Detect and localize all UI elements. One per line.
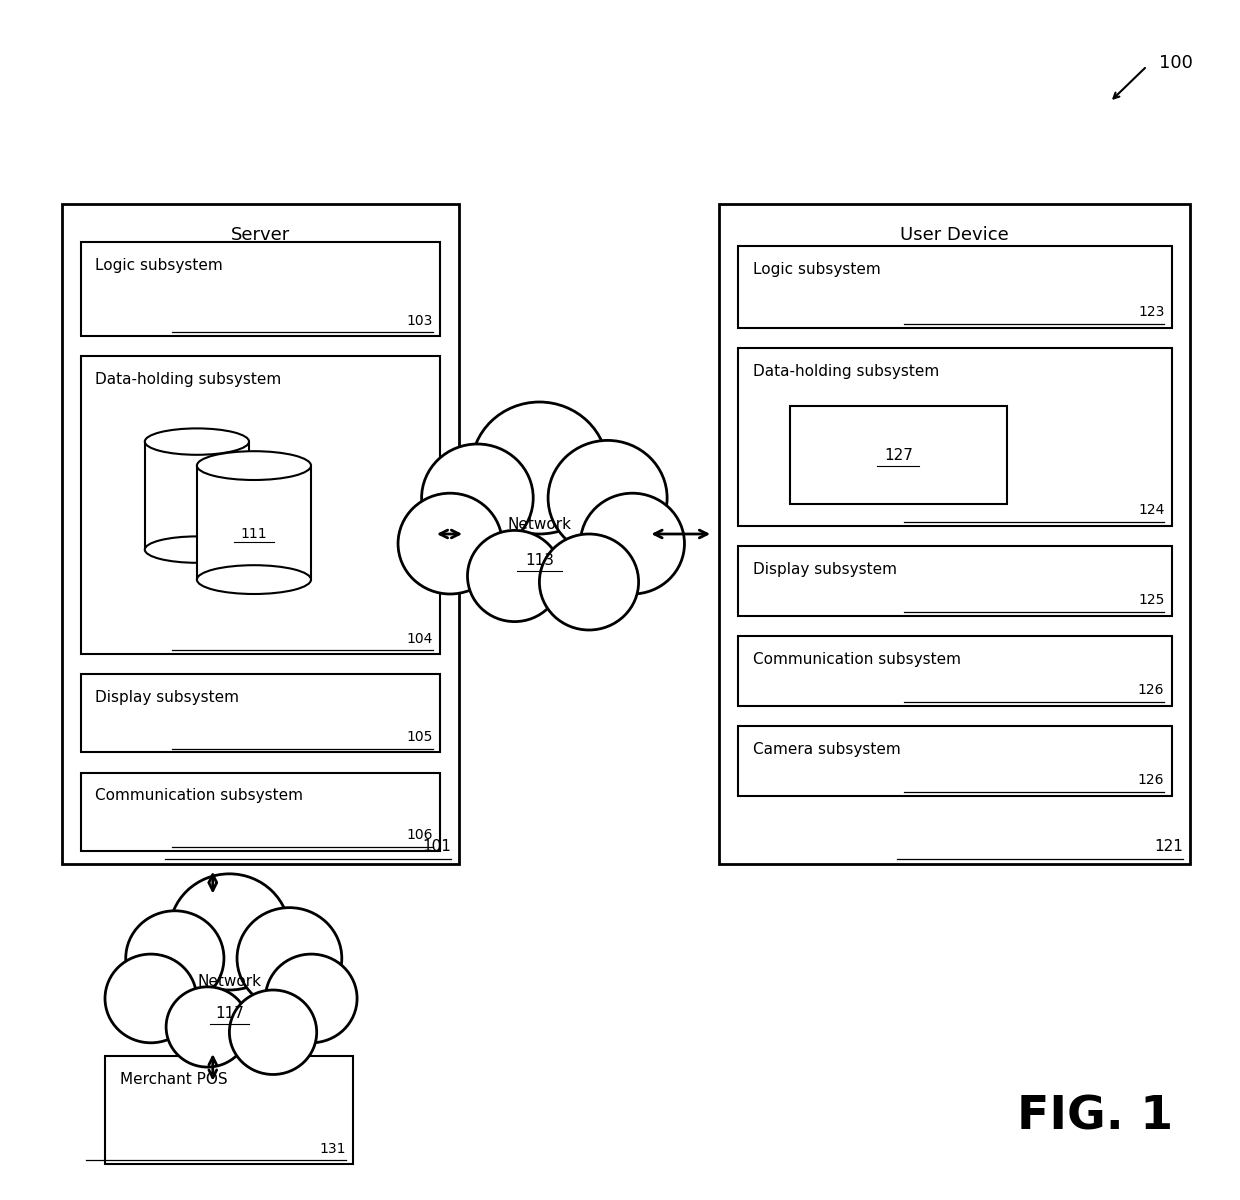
Text: User Device: User Device <box>900 226 1009 244</box>
Bar <box>790 407 1007 504</box>
Text: 126: 126 <box>1138 773 1164 787</box>
Text: 117: 117 <box>215 1007 244 1021</box>
Circle shape <box>580 493 684 594</box>
Bar <box>145 442 249 550</box>
Bar <box>81 674 440 752</box>
Text: Network: Network <box>507 517 572 532</box>
Text: 101: 101 <box>423 840 451 854</box>
Text: 100: 100 <box>1159 54 1193 72</box>
Bar <box>738 348 1172 526</box>
Circle shape <box>125 911 224 1006</box>
Circle shape <box>237 907 342 1009</box>
Bar <box>81 773 440 851</box>
Text: 123: 123 <box>1138 305 1164 319</box>
Text: 124: 124 <box>1138 503 1164 517</box>
Circle shape <box>229 990 316 1074</box>
Bar <box>719 204 1190 864</box>
Text: 111: 111 <box>241 527 268 541</box>
Bar <box>62 204 459 864</box>
Text: Communication subsystem: Communication subsystem <box>753 652 961 667</box>
Ellipse shape <box>145 428 249 455</box>
Bar <box>81 242 440 336</box>
Text: Communication subsystem: Communication subsystem <box>95 788 304 804</box>
Text: 103: 103 <box>407 313 433 328</box>
Text: 106: 106 <box>407 828 433 842</box>
Text: Display subsystem: Display subsystem <box>753 562 897 576</box>
Text: 126: 126 <box>1138 683 1164 697</box>
Text: 121: 121 <box>1154 840 1183 854</box>
Circle shape <box>422 444 533 552</box>
Circle shape <box>467 530 562 622</box>
Bar <box>81 356 440 654</box>
Circle shape <box>548 440 667 556</box>
Circle shape <box>471 402 608 534</box>
Text: Logic subsystem: Logic subsystem <box>753 262 880 276</box>
Bar <box>105 1056 353 1164</box>
Circle shape <box>398 493 502 594</box>
Text: 127: 127 <box>884 448 913 463</box>
Bar <box>738 246 1172 328</box>
Circle shape <box>105 954 197 1043</box>
Ellipse shape <box>145 536 249 563</box>
Text: FIG. 1: FIG. 1 <box>1017 1094 1173 1140</box>
Text: 131: 131 <box>320 1141 346 1156</box>
Text: Logic subsystem: Logic subsystem <box>95 258 223 272</box>
Circle shape <box>539 534 639 630</box>
Text: 105: 105 <box>407 730 433 744</box>
Text: Data-holding subsystem: Data-holding subsystem <box>95 372 281 386</box>
Text: Data-holding subsystem: Data-holding subsystem <box>753 364 939 378</box>
Text: 125: 125 <box>1138 593 1164 607</box>
Text: Display subsystem: Display subsystem <box>95 690 239 704</box>
Ellipse shape <box>197 451 311 480</box>
Bar <box>738 546 1172 616</box>
Bar <box>197 466 311 580</box>
Text: 104: 104 <box>407 631 433 646</box>
Circle shape <box>265 954 357 1043</box>
Circle shape <box>170 874 289 990</box>
Bar <box>738 636 1172 706</box>
Text: Camera subsystem: Camera subsystem <box>753 742 900 756</box>
Text: Network: Network <box>197 974 262 989</box>
Text: Server: Server <box>231 226 290 244</box>
Text: 113: 113 <box>525 553 554 568</box>
Text: Merchant POS: Merchant POS <box>120 1072 228 1087</box>
Circle shape <box>166 986 249 1067</box>
Ellipse shape <box>197 565 311 594</box>
Bar <box>738 726 1172 796</box>
